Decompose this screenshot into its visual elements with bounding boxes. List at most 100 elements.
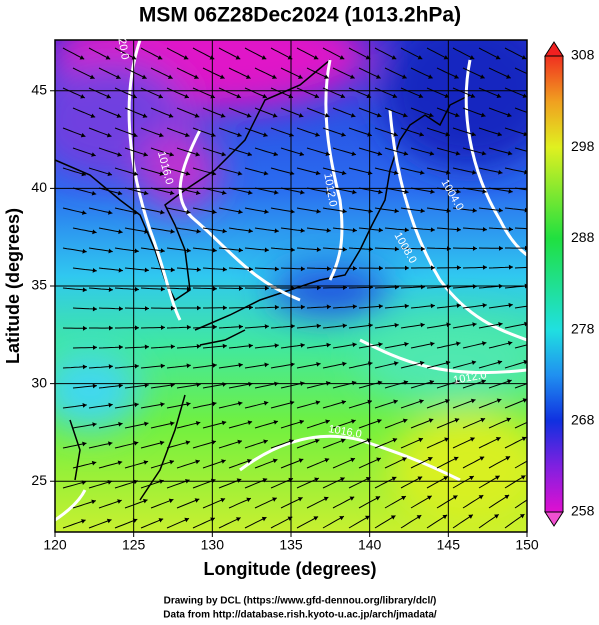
- streamline: [452, 167, 477, 174]
- streamline-arrow: [378, 189, 383, 195]
- streamline: [488, 147, 513, 155]
- streamline-arrow: [262, 478, 268, 483]
- streamline: [384, 227, 409, 231]
- streamline-arrow: [468, 514, 473, 519]
- streamline: [176, 421, 201, 429]
- streamline-arrow: [108, 248, 113, 254]
- streamline-arrow: [507, 379, 512, 384]
- streamline: [410, 67, 433, 79]
- streamline-arrow: [248, 305, 253, 310]
- streamline-arrow: [365, 515, 370, 520]
- streamline-arrow: [272, 458, 278, 464]
- streamline-arrow: [196, 305, 201, 311]
- streamline: [348, 362, 373, 369]
- streamline: [452, 47, 475, 60]
- streamline-arrow: [342, 246, 347, 252]
- streamline-arrow: [299, 419, 304, 425]
- streamline: [114, 47, 137, 60]
- streamline-arrow: [160, 248, 165, 254]
- streamline-arrow: [316, 285, 321, 291]
- streamline-arrow: [315, 170, 321, 176]
- streamline: [88, 207, 113, 214]
- streamline: [140, 247, 165, 252]
- streamline-arrow: [393, 170, 399, 176]
- streamline-arrow: [297, 497, 303, 502]
- streamline-arrow: [394, 208, 399, 214]
- streamline-arrow: [326, 304, 331, 310]
- streamline: [452, 323, 477, 329]
- streamline-arrow: [508, 188, 513, 194]
- y-axis-label: Latitude (degrees): [3, 208, 23, 364]
- streamline: [244, 325, 269, 329]
- streamline-arrow: [167, 74, 173, 79]
- streamline-arrow: [117, 152, 122, 157]
- streamline: [270, 516, 293, 529]
- streamline-arrow: [430, 265, 435, 271]
- streamline: [176, 187, 201, 195]
- streamline-arrow: [456, 265, 461, 271]
- streamline-arrow: [141, 74, 147, 79]
- streamline-arrow: [117, 499, 122, 504]
- streamline-arrow: [80, 94, 85, 99]
- streamline: [124, 384, 149, 389]
- streamline-arrow: [404, 189, 409, 195]
- streamline-arrow: [106, 94, 111, 99]
- streamline-arrow: [417, 55, 423, 60]
- streamline-arrow: [520, 475, 526, 480]
- streamline-arrow: [498, 321, 503, 327]
- streamline: [504, 360, 527, 369]
- streamline-arrow: [248, 343, 253, 349]
- streamline-arrow: [454, 112, 460, 118]
- streamline-arrow: [404, 303, 409, 309]
- streamline: [348, 47, 371, 60]
- streamline-arrow: [393, 361, 399, 366]
- streamline-arrow: [238, 209, 243, 215]
- streamline-arrow: [419, 360, 425, 366]
- streamline-arrow: [417, 476, 423, 481]
- streamline-arrow: [263, 170, 269, 176]
- streamline: [176, 498, 200, 509]
- streamline: [374, 438, 398, 449]
- contour-label: 1020.0: [113, 25, 131, 60]
- x-axis-label: Longitude (degrees): [203, 559, 376, 579]
- streamline-arrow: [480, 74, 485, 79]
- streamline: [88, 87, 112, 99]
- streamline-arrow: [325, 151, 331, 157]
- streamline-arrow: [521, 55, 527, 60]
- streamline-arrow: [470, 437, 475, 442]
- streamline-arrow: [316, 323, 321, 329]
- streamline-arrow: [246, 497, 251, 503]
- streamline-arrow: [482, 265, 487, 270]
- streamline-arrow: [186, 401, 191, 407]
- streamline-arrow: [394, 322, 399, 328]
- streamline: [150, 107, 174, 118]
- streamline: [72, 227, 97, 234]
- streamline: [202, 459, 226, 469]
- streamline: [254, 187, 279, 194]
- streamline-arrow: [160, 286, 165, 292]
- streamline-arrow: [117, 190, 123, 196]
- isobars: [55, 40, 527, 522]
- streamline-arrow: [143, 190, 149, 196]
- streamline-arrow: [222, 343, 227, 349]
- streamline: [478, 87, 502, 98]
- streamline-arrow: [339, 55, 345, 60]
- streamline-arrow: [186, 324, 191, 330]
- streamline-arrow: [144, 383, 149, 388]
- streamline-arrow: [418, 437, 423, 443]
- streamline-arrow: [378, 342, 383, 347]
- streamline-arrow: [498, 245, 503, 251]
- streamline-arrow: [261, 55, 267, 60]
- streamline: [514, 460, 527, 469]
- streamline-arrow: [92, 306, 97, 312]
- streamline-arrow: [428, 74, 433, 79]
- streamline-arrow: [469, 475, 474, 481]
- streamline: [374, 324, 399, 329]
- credit: Data from http://database.rish.kyoto-u.a…: [163, 610, 437, 621]
- streamline-arrow: [443, 476, 449, 481]
- streamline-arrow: [430, 189, 435, 194]
- streamline: [488, 67, 511, 79]
- streamline: [150, 422, 175, 429]
- streamline-arrow: [368, 361, 373, 367]
- streamline: [462, 304, 487, 309]
